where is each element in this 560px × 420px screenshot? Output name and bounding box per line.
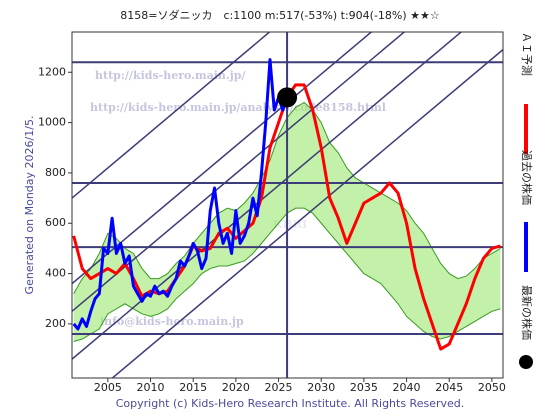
- plot-area: http://kids-hero.main.jp/http://kids-her…: [72, 32, 503, 378]
- y-tick-label: 200: [45, 317, 66, 330]
- x-tick-label: 2030: [307, 381, 335, 394]
- y-tick-label: 400: [45, 267, 66, 280]
- x-tick-label: 2035: [350, 381, 378, 394]
- y-tick-label: 1200: [38, 65, 66, 78]
- chart-title: 8158=ソダニッカ c:1100 m:517(-53%) t:904(-18%…: [120, 8, 440, 22]
- y-tick-label: 1000: [38, 116, 66, 129]
- x-tick-label: 2050: [478, 381, 506, 394]
- generated-note: Generated on Monday 2026/1/5.: [23, 116, 36, 295]
- x-tick-label: 2040: [393, 381, 421, 394]
- x-tick-label: 2045: [435, 381, 463, 394]
- legend-swatch: [519, 355, 533, 369]
- axes: 200 400 600 800 1000 1200 2005 2010 2015 2020 2025…: [38, 65, 506, 394]
- latest-point: [277, 87, 298, 108]
- y-tick-label: 800: [45, 166, 66, 179]
- plot-frame: [71, 31, 504, 379]
- legend-label: 過去の株価: [520, 150, 534, 205]
- watermark: http://kids-hero.main.jp/: [95, 69, 246, 82]
- x-tick-label: 2015: [179, 381, 207, 394]
- copyright: Copyright (c) Kids-Hero Research Institu…: [116, 397, 465, 410]
- x-tick-label: 2020: [222, 381, 250, 394]
- watermark: http://kids-hero.main.jp/analysis/code81…: [90, 101, 386, 114]
- watermark: info@kids-hero.main.jp: [100, 315, 244, 328]
- x-tick-label: 2025: [265, 381, 293, 394]
- series-line: [72, 58, 289, 331]
- trend-line: [72, 32, 271, 199]
- forecast-band: [73, 102, 501, 342]
- legend-label: 最新の株価: [520, 285, 534, 340]
- x-tick-label: 2010: [137, 381, 165, 394]
- x-tick-label: 2005: [94, 381, 122, 394]
- y-tick-label: 600: [45, 216, 66, 229]
- legend-label: ＡＩ予測: [520, 32, 534, 76]
